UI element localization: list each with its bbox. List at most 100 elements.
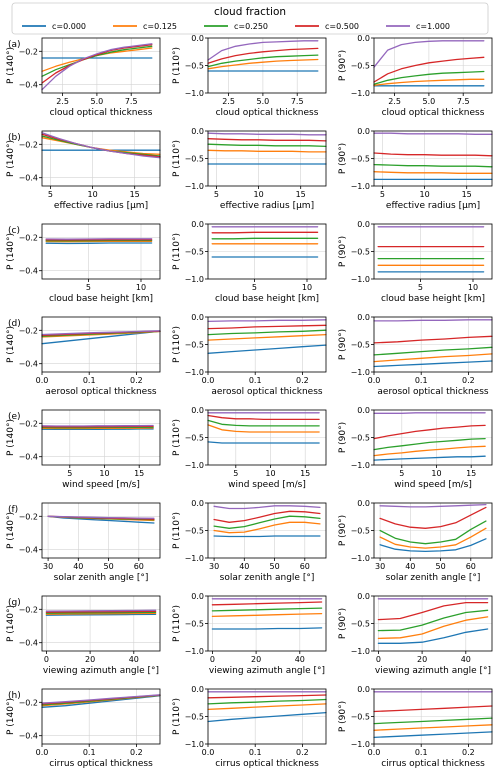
series-line — [379, 520, 487, 545]
y-tick-label: −1.0 — [185, 554, 204, 563]
subplot: 0 20 40 −0.4 −0.2 viewing azimuth angle [°] P … — [6, 595, 161, 676]
y-tick-label: −0.4 — [19, 360, 38, 369]
x-tick-label: 0.2 — [130, 748, 143, 757]
y-tick-label: −0.5 — [351, 155, 370, 164]
y-axis-label: P (140°) — [6, 419, 16, 456]
x-tick-label: 40 — [239, 562, 249, 571]
series-line — [207, 54, 319, 68]
series-line — [213, 510, 321, 523]
subplot: 0 20 40 −1.0 −0.5 0.0 viewing azimuth angle [°… — [338, 592, 493, 676]
y-tick-label: −0.5 — [185, 620, 204, 629]
series-line — [207, 149, 327, 153]
series-line — [211, 231, 319, 234]
y-axis-label: P (90°) — [338, 236, 348, 267]
x-tick-label: 5.0 — [257, 97, 270, 106]
x-tick-label: 10 — [302, 283, 312, 292]
y-tick-label: −0.2 — [19, 233, 38, 242]
x-tick-label: 15 — [300, 469, 310, 478]
series-line — [41, 45, 153, 77]
x-axis-label: wind speed [m/s] — [228, 480, 306, 490]
x-tick-label: 0 — [44, 655, 49, 664]
y-tick-label: −0.4 — [19, 267, 38, 276]
x-axis-label: cloud base height [km] — [381, 294, 485, 304]
axes-frame — [41, 130, 161, 187]
series-line — [373, 705, 493, 713]
y-axis-label: P (140°) — [6, 698, 16, 735]
y-tick-label: −1.0 — [351, 89, 370, 98]
x-tick-label: 0.1 — [249, 748, 262, 757]
x-tick-label: 0.2 — [130, 376, 143, 385]
series-line — [377, 616, 489, 640]
series-line — [47, 515, 155, 524]
x-tick-label: 5 — [86, 283, 91, 292]
x-axis-label: cirrus optical thickness — [381, 759, 485, 769]
x-tick-label: 0 — [376, 655, 381, 664]
subplot: 30 40 50 60 −1.0 −0.5 0.0 solar zenith angle [°… — [172, 499, 327, 583]
panel-label: (d) — [8, 319, 21, 329]
y-tick-label: −0.5 — [351, 434, 370, 443]
series-line — [379, 527, 487, 549]
series-line — [207, 703, 327, 711]
y-tick-label: −0.2 — [19, 47, 38, 56]
x-tick-label: 2.5 — [56, 97, 69, 106]
legend-entry: c=0.000 — [22, 22, 86, 31]
x-axis-label: aerosol optical thickness — [377, 387, 489, 397]
legend-label: c=0.125 — [143, 22, 177, 31]
series-line — [207, 319, 327, 323]
subplot: 5 10 15 −1.0 −0.5 0.0 effective radius [µm] P (… — [172, 127, 327, 211]
x-tick-label: 7.5 — [291, 97, 304, 106]
series-line — [45, 610, 157, 613]
x-tick-label: 0.1 — [83, 376, 96, 385]
series-line — [207, 694, 327, 699]
series-line — [213, 535, 321, 538]
series-line — [373, 319, 493, 322]
series-line — [41, 426, 154, 429]
y-tick-label: −1.0 — [351, 182, 370, 191]
subplot: 2.5 5.0 7.5 −0.4 −0.2 cloud optical thickness… — [6, 37, 161, 118]
y-axis-label: P (110°) — [172, 47, 182, 84]
legend-label: c=0.000 — [52, 22, 86, 31]
series-line — [379, 506, 487, 529]
series-line — [41, 43, 153, 91]
series-line — [373, 353, 493, 363]
x-tick-label: 0.2 — [296, 748, 309, 757]
x-tick-label: 0.1 — [415, 376, 428, 385]
x-axis-label: cloud base height [km] — [49, 294, 153, 304]
x-tick-label: 7.5 — [457, 97, 470, 106]
y-tick-label: 0.0 — [191, 313, 204, 322]
x-tick-label: 10 — [265, 469, 275, 478]
series-line — [373, 731, 493, 739]
y-axis-label: P (140°) — [6, 605, 16, 642]
series-line — [41, 330, 161, 336]
x-tick-label: 0 — [210, 655, 215, 664]
series-line — [211, 237, 319, 240]
x-axis-label: solar zenith angle [°] — [54, 573, 149, 583]
y-tick-label: −0.5 — [351, 620, 370, 629]
x-axis-label: aerosol optical thickness — [211, 387, 323, 397]
subplot: 5 10 15 −0.4 −0.2 wind speed [m/s] P (140°)(e) — [6, 409, 161, 490]
x-tick-label: 0.2 — [296, 376, 309, 385]
x-tick-label: 0.0 — [368, 376, 381, 385]
y-tick-label: 0.0 — [357, 127, 370, 136]
x-tick-label: 40 — [461, 655, 471, 664]
y-axis-label: P (110°) — [172, 140, 182, 177]
y-tick-label: −1.0 — [351, 368, 370, 377]
series-line — [213, 521, 321, 534]
x-tick-label: 10 — [136, 283, 146, 292]
x-tick-label: 40 — [295, 655, 305, 664]
panel-label: (f) — [8, 505, 18, 515]
series-line — [41, 694, 161, 704]
x-tick-label: 5 — [380, 190, 385, 199]
series-line — [373, 40, 485, 68]
y-tick-label: −0.2 — [19, 419, 38, 428]
y-tick-label: −0.5 — [185, 155, 204, 164]
series-line — [373, 163, 493, 168]
series-line — [213, 515, 321, 529]
panel-label: (a) — [8, 40, 21, 50]
x-axis-label: aerosol optical thickness — [45, 387, 157, 397]
subplot: 5 10 15 −1.0 −0.5 0.0 wind speed [m/s] P (110°) — [172, 406, 327, 490]
x-tick-label: 30 — [375, 562, 385, 571]
panel-grid: 2.5 5.0 7.5 −0.4 −0.2 cloud optical thickness… — [6, 34, 493, 769]
series-line — [373, 70, 485, 85]
y-tick-label: 0.0 — [357, 499, 370, 508]
